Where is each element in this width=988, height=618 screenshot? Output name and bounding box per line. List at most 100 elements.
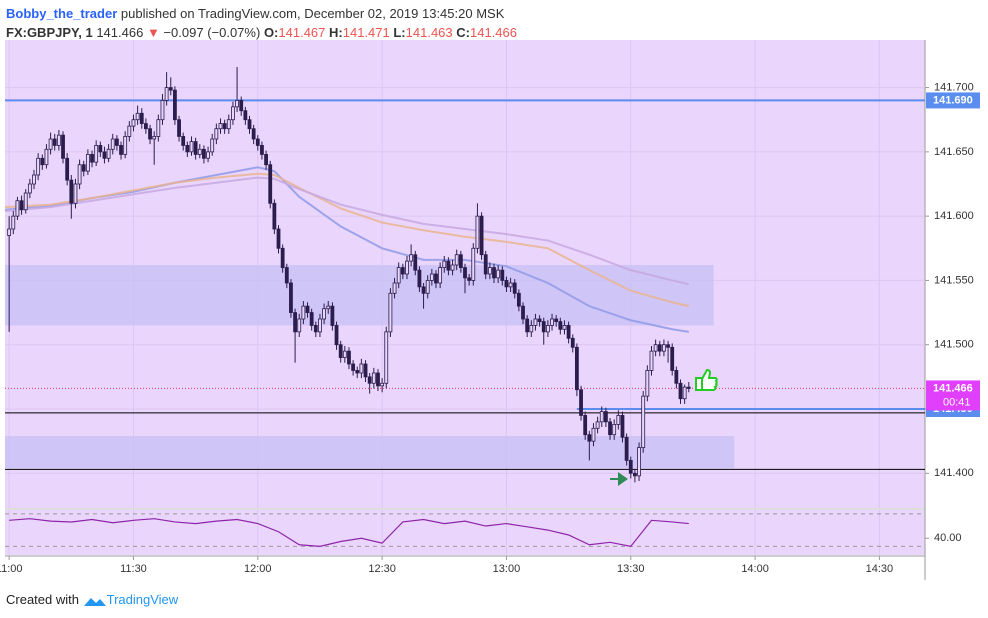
candle-body <box>276 228 281 249</box>
candle-body <box>579 389 583 416</box>
candle-body <box>268 164 273 204</box>
candle-body <box>500 269 505 281</box>
candle-body <box>148 128 152 140</box>
candle-body <box>380 382 385 387</box>
candle-body <box>197 148 202 155</box>
candle-body <box>322 308 326 320</box>
candle-body <box>471 247 476 281</box>
candle-body <box>521 305 525 320</box>
candle-body <box>181 136 186 146</box>
candle-body <box>405 260 409 275</box>
candle-body <box>210 138 215 153</box>
candle-body <box>255 138 260 146</box>
candle-body <box>384 331 389 384</box>
candle-body <box>525 318 530 333</box>
candle-body <box>131 119 136 127</box>
x-tick-label: 13:00 <box>493 563 521 575</box>
candle-body <box>409 254 414 262</box>
candle-body <box>467 277 472 281</box>
candle-body <box>119 145 123 155</box>
candle-body <box>168 87 173 91</box>
candle-body <box>637 447 641 477</box>
candle-body <box>19 200 24 211</box>
candle-body <box>301 305 306 320</box>
candle-body <box>77 164 82 185</box>
candle-body <box>562 325 567 330</box>
candle-body <box>686 386 691 389</box>
candle-body <box>351 363 356 371</box>
candle-body <box>367 376 372 384</box>
candle-body <box>164 87 169 101</box>
candle-body <box>214 128 219 140</box>
brand[interactable]: TradingView <box>106 592 179 607</box>
zone <box>5 436 735 469</box>
candle-body <box>318 318 322 333</box>
candle-body <box>94 145 99 163</box>
candle-body <box>226 119 231 130</box>
price-tag-label: 141.466 <box>933 382 973 394</box>
l: 141.463 <box>405 25 453 40</box>
rsi-line <box>9 518 689 548</box>
candle-body <box>591 427 596 442</box>
countdown: 00:41 <box>943 396 971 408</box>
candle-body <box>483 254 488 275</box>
candle-body <box>218 123 223 130</box>
candle-body <box>56 134 61 146</box>
candle-body <box>678 382 683 400</box>
candle-body <box>206 151 210 159</box>
moving-average <box>4 172 690 308</box>
rsi-tick-label: 40.00 <box>934 532 962 544</box>
candle-body <box>504 280 509 288</box>
y-tick-label: 141.650 <box>934 146 974 158</box>
x-tick-label: 11:00 <box>0 563 23 575</box>
x-tick-label: 12:30 <box>368 563 396 575</box>
candle-body <box>40 157 45 166</box>
candle-body <box>239 100 244 112</box>
x-tick-label: 13:30 <box>617 563 645 575</box>
candle-body <box>251 128 256 140</box>
candle-body <box>185 145 190 153</box>
candle-body <box>633 472 637 477</box>
candle-body <box>127 125 132 137</box>
candle-body <box>666 344 670 348</box>
candle-body <box>421 286 426 294</box>
candle-body <box>334 325 339 346</box>
candle-body <box>682 386 687 400</box>
candle-body <box>260 145 264 155</box>
author[interactable]: Bobby_the_trader <box>6 6 118 21</box>
candle-body <box>44 148 49 166</box>
candle-body <box>450 264 455 271</box>
candle-body <box>106 148 111 159</box>
candle-body <box>15 200 20 217</box>
candle-body <box>193 141 198 155</box>
c: 141.466 <box>469 25 517 40</box>
header: Bobby_the_trader published on TradingVie… <box>6 4 517 42</box>
candle-body <box>616 415 621 425</box>
x-tick-label: 12:00 <box>244 563 272 575</box>
h-label: H: <box>329 25 343 40</box>
candle-body <box>662 344 666 352</box>
candle-body <box>313 325 318 333</box>
h: 141.471 <box>342 25 390 40</box>
candle-body <box>69 179 74 204</box>
candle-body <box>599 411 604 423</box>
candle-body <box>458 254 463 268</box>
candle-body <box>624 436 629 461</box>
y-tick-label: 141.700 <box>934 81 974 93</box>
candle-body <box>36 157 41 176</box>
candle-body <box>376 372 380 387</box>
candle-body <box>612 424 617 436</box>
candle-body <box>98 145 103 153</box>
candle-body <box>309 312 314 326</box>
candle-body <box>48 138 53 150</box>
candle-body <box>222 123 227 130</box>
candle-body <box>27 183 32 194</box>
candle-body <box>90 154 94 163</box>
candle-body <box>400 267 405 275</box>
candle-body <box>189 141 194 153</box>
footer: Created with TradingView <box>6 592 178 608</box>
candle-body <box>674 370 679 384</box>
candle-body <box>305 305 310 313</box>
candle-body <box>487 267 492 275</box>
